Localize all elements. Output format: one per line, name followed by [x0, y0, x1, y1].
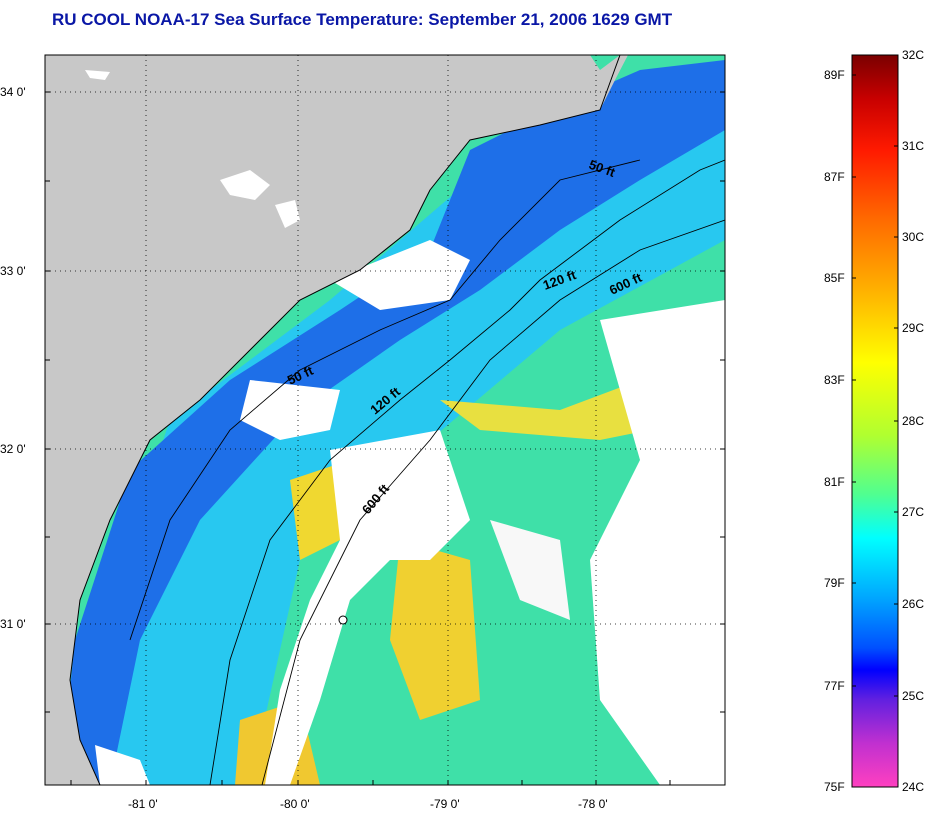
lon-label-79: -79 0' [430, 797, 460, 811]
cloud-area [490, 520, 570, 620]
lat-label-32: 32 0' [0, 442, 26, 456]
cb-label-26c: 26C [902, 597, 925, 611]
lat-label-33: 33 0' [0, 264, 26, 278]
cb-label-30c: 30C [902, 230, 925, 244]
land-cloud [95, 745, 150, 785]
cb-label-27c: 27C [902, 505, 925, 519]
lat-label-34: 34 0' [0, 85, 26, 99]
isobath-50ft [129, 159, 641, 641]
cb-label-87f: 87F [824, 170, 845, 184]
cloud-area [590, 300, 725, 785]
isobath-600ft [261, 219, 725, 785]
buoy-marker [338, 615, 348, 625]
warm-patch [390, 540, 480, 720]
graticule [45, 55, 725, 785]
cb-label-24c: 24C [902, 780, 925, 794]
map-title: RU COOL NOAA-17 Sea Surface Temperature:… [52, 10, 673, 29]
axis-ticks [45, 91, 725, 785]
cb-label-89f: 89F [824, 68, 845, 82]
cb-label-85f: 85F [824, 271, 845, 285]
cb-label-77f: 77F [824, 679, 845, 693]
cb-label-79f: 79F [824, 576, 845, 590]
lat-label-31: 31 0' [0, 617, 26, 631]
cloud-area [240, 380, 340, 440]
coastline [69, 55, 621, 785]
cb-label-31c: 31C [902, 139, 925, 153]
map-frame [44, 54, 726, 786]
colorbar [851, 54, 899, 788]
cloud-area [265, 430, 470, 785]
cb-label-25c: 25C [902, 689, 925, 703]
map-area: 50 ft 120 ft 600 ft 50 ft 120 ft 600 ft [45, 55, 725, 785]
cb-label-75f: 75F [824, 780, 845, 794]
land-cloud [220, 170, 270, 200]
land-area [45, 55, 628, 785]
cb-label-81f: 81F [824, 475, 845, 489]
cloud-area [330, 240, 470, 310]
colorbar-ticks [852, 74, 898, 697]
ocean-nearshore [60, 60, 725, 785]
cb-label-32c: 32C [902, 48, 925, 62]
lon-label-80: -80 0' [280, 797, 310, 811]
lon-label-81: -81 0' [128, 797, 158, 811]
cb-label-28c: 28C [902, 414, 925, 428]
ocean-shelf [60, 90, 725, 785]
land-cloud [85, 70, 110, 80]
land-cloud [275, 200, 300, 228]
cb-label-83f: 83F [824, 373, 845, 387]
isobath-120ft [209, 159, 725, 785]
lon-label-78: -78 0' [578, 797, 608, 811]
cb-label-29c: 29C [902, 321, 925, 335]
